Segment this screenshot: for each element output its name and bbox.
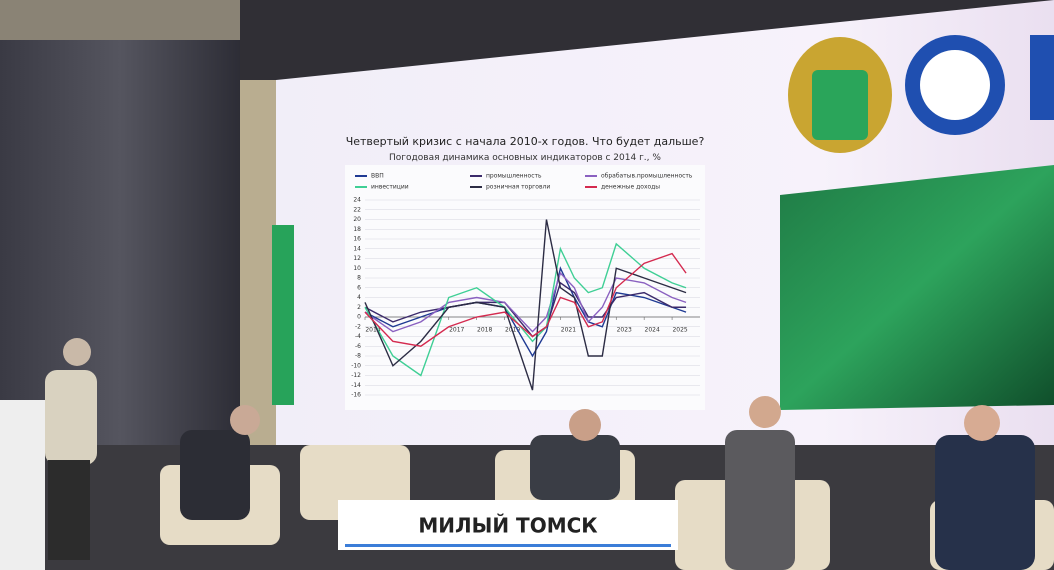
y-tick-label: 6 — [357, 284, 361, 291]
y-tick-label: -8 — [355, 353, 361, 360]
x-tick-label: 2014 — [365, 327, 380, 334]
x-tick-label: 2023 — [617, 327, 632, 334]
chart-title: Четвертый кризис с начала 2010-х годов. … — [346, 135, 705, 148]
legend-label: инвестиции — [371, 184, 409, 191]
x-tick-label: 2021 — [561, 327, 576, 334]
panelist — [530, 435, 620, 500]
watermark-underline — [345, 544, 671, 547]
y-tick-label: -12 — [351, 372, 361, 379]
series-line — [364, 271, 687, 333]
chart-subtitle: Погодовая динамика основных индикаторов … — [389, 153, 661, 163]
x-tick-label: 2024 — [645, 327, 660, 334]
pillar — [240, 80, 276, 450]
y-tick-label: 22 — [353, 206, 361, 213]
panelist — [725, 430, 795, 570]
y-tick-label: 24 — [353, 197, 361, 204]
legend-label: ВВП — [371, 173, 384, 180]
y-tick-label: 0 — [357, 314, 361, 321]
y-tick-label: 2 — [357, 304, 361, 311]
x-tick-label: 2017 — [449, 327, 464, 334]
y-tick-label: 8 — [357, 275, 361, 282]
y-tick-label: 16 — [353, 236, 361, 243]
podium — [0, 400, 45, 570]
watermark-box — [338, 500, 678, 550]
y-tick-label: 4 — [357, 294, 361, 301]
watermark: МИЛЫЙ ТОМСК — [418, 514, 598, 538]
y-tick-label: -2 — [355, 323, 361, 330]
series-line — [364, 252, 687, 347]
green-panel — [780, 165, 1054, 410]
series-line — [364, 281, 687, 338]
panelist — [935, 435, 1035, 570]
y-tick-label: 12 — [353, 255, 361, 262]
panelist — [180, 430, 250, 520]
y-tick-label: 18 — [353, 226, 361, 233]
logos — [788, 35, 1054, 153]
speaker — [45, 370, 97, 465]
legend-label: розничная торговли — [486, 184, 550, 191]
x-tick-label: 2018 — [477, 327, 492, 334]
chart: 242220181614121086420-2-4-6-8-10-12-14-1… — [351, 173, 700, 399]
y-tick-label: 20 — [353, 216, 361, 223]
y-tick-label: 10 — [353, 265, 361, 272]
x-tick-label: 2025 — [672, 327, 687, 334]
y-tick-label: -14 — [351, 382, 361, 389]
green-panel — [272, 225, 294, 405]
legend-label: денежные доходы — [601, 184, 660, 191]
y-tick-label: 14 — [353, 245, 361, 252]
series-line — [364, 219, 687, 391]
y-tick-label: -10 — [351, 362, 361, 369]
legend-label: промышленность — [486, 173, 542, 180]
y-tick-label: -6 — [355, 343, 361, 350]
y-tick-label: -4 — [355, 333, 361, 340]
legend-label: обрабатыв.промышленность — [601, 173, 693, 180]
y-tick-label: -16 — [351, 392, 361, 399]
